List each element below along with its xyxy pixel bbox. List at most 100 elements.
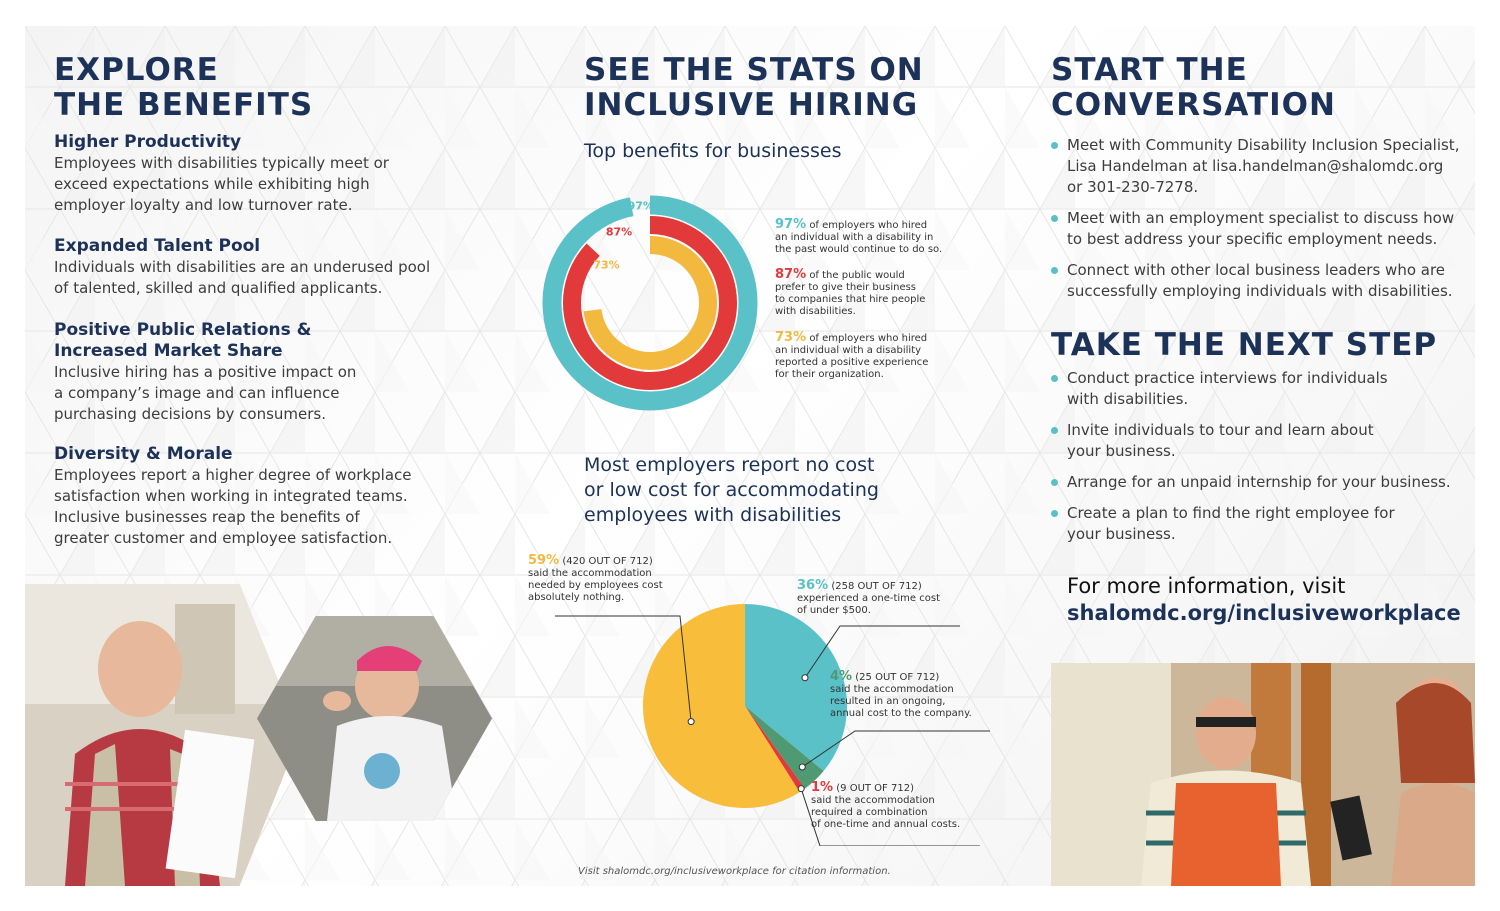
cost-chart-title: Most employers report no cost or low cos… <box>584 453 984 528</box>
legend-text: annual cost to the company. <box>830 708 972 719</box>
cost-title-line: employees with disabilities <box>584 504 842 526</box>
bullet-icon <box>1051 215 1058 222</box>
legend-percent: 4% <box>830 669 853 684</box>
pie-leader-dot <box>801 674 809 682</box>
benefit-line: Employees with disabilities typically me… <box>54 154 389 172</box>
legend-text: said the accommodation <box>811 795 935 806</box>
benefit-line: Employees report a higher degree of work… <box>54 466 412 484</box>
more-info-text: For more information, visit <box>1067 574 1346 598</box>
list-line: or 301-230-7278. <box>1067 178 1199 196</box>
bullet-icon <box>1051 142 1058 149</box>
pie-legend-36: 36% (258 OUT OF 712) experienced a one-t… <box>797 579 967 617</box>
benefit-line: Inclusive businesses reap the benefits o… <box>54 508 360 526</box>
benefit-line: exceed expectations while exhibiting hig… <box>54 175 370 193</box>
next-step-heading: TAKE THE NEXT STEP <box>1051 327 1438 363</box>
list-line: your business. <box>1067 525 1176 543</box>
list-item: Arrange for an unpaid internship for you… <box>1051 472 1466 493</box>
legend-text: of employers who hired <box>809 220 928 231</box>
radial-legend-87: 87% of the public would prefer to give t… <box>775 267 965 318</box>
pie-leader-dot <box>797 785 805 793</box>
legend-text: of one-time and annual costs. <box>811 819 961 830</box>
pie-legend-59: 59% (420 OUT OF 712) said the accommodat… <box>528 553 688 604</box>
legend-text: with disabilities. <box>775 306 856 317</box>
list-line: Meet with an employment specialist to di… <box>1067 209 1455 227</box>
legend-count: (258 OUT OF 712) <box>831 581 922 592</box>
benefit-talent-pool: Expanded Talent Pool Individuals with di… <box>54 236 474 299</box>
legend-text: required a combination <box>811 807 928 818</box>
conversation-heading-line1: START THE <box>1051 52 1248 88</box>
list-item: Meet with an employment specialist to di… <box>1051 208 1466 250</box>
legend-count: (420 OUT OF 712) <box>562 556 653 567</box>
next-steps-list: Conduct practice interviews for individu… <box>1051 368 1466 555</box>
legend-text: said the accommodation <box>830 684 954 695</box>
radial-label-73: 73% <box>593 259 619 272</box>
brochure-sheet: EXPLORE THE BENEFITS Higher Productivity… <box>25 26 1475 886</box>
benefit-line: Inclusive hiring has a positive impact o… <box>54 363 357 381</box>
legend-percent: 1% <box>811 780 834 795</box>
legend-text: absolutely nothing. <box>528 592 625 603</box>
legend-text: reported a positive experience <box>775 357 929 368</box>
benefit-line: of talented, skilled and qualified appli… <box>54 279 383 297</box>
pie-slice-59 <box>643 604 800 808</box>
pie-leader-dot <box>687 718 695 726</box>
legend-text: of the public would <box>809 270 905 281</box>
photo-worker-with-paper <box>25 584 300 886</box>
pie-leader-line <box>801 730 990 768</box>
pie-leader-line <box>555 615 692 722</box>
benefit-productivity: Higher Productivity Employees with disab… <box>54 132 474 216</box>
list-line: Create a plan to find the right employee… <box>1067 504 1395 522</box>
legend-text: to companies that hire people <box>775 294 926 305</box>
stats-heading-line1: SEE THE STATS ON <box>584 52 924 88</box>
cost-title-line: or low cost for accommodating <box>584 479 879 501</box>
bullet-icon <box>1051 479 1058 486</box>
list-line: Arrange for an unpaid internship for you… <box>1067 473 1451 491</box>
cost-title-line: Most employers report no cost <box>584 454 875 476</box>
legend-text: an individual with a disability in <box>775 232 934 243</box>
benefits-chart-title: Top benefits for businesses <box>584 140 842 162</box>
list-item: Connect with other local business leader… <box>1051 260 1466 302</box>
legend-count: (9 OUT OF 712) <box>836 783 914 794</box>
legend-percent: 59% <box>528 553 560 568</box>
legend-percent: 87% <box>775 267 807 282</box>
radial-legend-97: 97% of employers who hired an individual… <box>775 217 965 256</box>
benefit-title: Expanded Talent Pool <box>54 236 261 256</box>
explore-heading-line1: EXPLORE <box>54 52 219 88</box>
more-info-link[interactable]: shalomdc.org/inclusiveworkplace <box>1067 601 1461 625</box>
explore-heading: EXPLORE THE BENEFITS <box>54 53 474 123</box>
radial-ring-73 <box>583 236 717 370</box>
pie-cost-chart <box>555 604 990 846</box>
pie-slice-36 <box>745 604 847 772</box>
legend-text: for their organization. <box>775 369 884 380</box>
stats-heading: SEE THE STATS ON INCLUSIVE HIRING <box>584 53 984 123</box>
list-line: your business. <box>1067 442 1176 460</box>
list-item: Conduct practice interviews for individu… <box>1051 368 1466 410</box>
conversation-heading: START THE CONVERSATION <box>1051 53 1451 123</box>
explore-heading-line2: THE BENEFITS <box>54 87 314 123</box>
conversation-heading-line2: CONVERSATION <box>1051 87 1336 123</box>
list-item: Invite individuals to tour and learn abo… <box>1051 420 1466 462</box>
legend-count: (25 OUT OF 712) <box>855 672 940 683</box>
benefit-title: Diversity & Morale <box>54 444 233 464</box>
benefit-line: greater customer and employee satisfacti… <box>54 529 393 547</box>
radial-benefits-chart: 97% 87% 73% <box>542 195 758 411</box>
benefit-line: employer loyalty and low turnover rate. <box>54 196 353 214</box>
photo-cashier <box>1051 663 1475 886</box>
bullet-icon <box>1051 267 1058 274</box>
legend-percent: 97% <box>775 217 807 232</box>
benefit-line: purchasing decisions by consumers. <box>54 405 327 423</box>
list-line: successfully employing individuals with … <box>1067 282 1453 300</box>
radial-ring-97 <box>542 195 758 411</box>
list-line: with disabilities. <box>1067 390 1189 408</box>
list-line: Meet with Community Disability Inclusion… <box>1067 136 1460 154</box>
benefit-public-relations: Positive Public Relations & Increased Ma… <box>54 320 474 425</box>
benefit-line: Individuals with disabilities are an und… <box>54 258 431 276</box>
list-line: Invite individuals to tour and learn abo… <box>1067 421 1374 439</box>
benefit-line: satisfaction when working in integrated … <box>54 487 408 505</box>
benefit-line: a company’s image and can influence <box>54 384 340 402</box>
benefit-diversity: Diversity & Morale Employees report a hi… <box>54 444 474 549</box>
legend-text: experienced a one-time cost <box>797 593 940 604</box>
radial-legend-73: 73% of employers who hired an individual… <box>775 330 965 381</box>
bullet-icon <box>1051 375 1058 382</box>
legend-percent: 73% <box>775 330 807 345</box>
conversation-list: Meet with Community Disability Inclusion… <box>1051 135 1466 312</box>
